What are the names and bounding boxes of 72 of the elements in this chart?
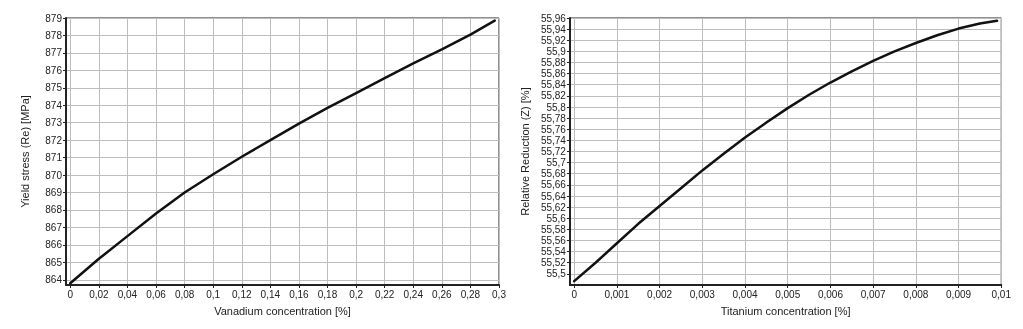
y-tick-label: 873 [45,117,63,129]
x-tick-label: 0,16 [289,288,310,300]
y-tick-label: 55,52 [540,257,567,269]
x-tick-label: 0,1 [206,288,221,300]
y-tick-label: 55,8 [546,101,567,113]
y-tick-label: 55,6 [546,212,567,224]
x-tick-label: 0,18 [317,288,338,300]
y-tick-label: 55,96 [540,12,567,24]
y-tick-label: 871 [45,152,63,164]
y-tick-label: 864 [45,274,63,286]
y-tick-label: 878 [45,29,63,41]
x-tick-label: 0,002 [647,288,673,300]
line-series [69,19,496,285]
y-tick-label: 55,82 [540,90,567,102]
y-tick-label: 867 [45,221,63,233]
x-tick-label: 0,24 [403,288,424,300]
x-tick-label: 0,003 [689,288,716,300]
x-tick-label: 0,006 [817,288,844,300]
x-tick-label: 0,26 [432,288,453,300]
x-tick-label: 0,01 [991,288,1012,300]
y-tick-label: 55,84 [540,79,567,91]
y-tick-label: 872 [45,134,63,146]
y-tick-label: 55,62 [540,201,567,213]
y-tick-label: 868 [45,204,63,216]
x-tick-label: 0,001 [604,288,630,300]
x-tick-label: 0 [67,288,74,300]
y-tick-label: 55,88 [540,57,567,68]
x-tick-label: 0,3 [492,288,507,300]
y-tick-label: 876 [45,64,63,76]
y-tick-label: 55,5 [546,268,567,280]
x-tick-label: 0,008 [903,288,929,300]
x-tick-label: 0,2 [349,288,364,300]
x-tick-label: 0,12 [232,288,252,300]
y-tick-label: 55,78 [540,112,567,124]
y-tick-label: 875 [45,82,63,94]
x-tick-label: 0,004 [732,288,758,300]
y-tick-label: 55,92 [540,34,567,46]
y-tick-label: 55,58 [540,223,567,235]
x-tick-label: 0,06 [146,288,167,300]
x-tick-label: 0,14 [260,288,281,300]
y-tick-label: 55,74 [540,134,567,146]
x-tick-label: 0,007 [860,288,887,300]
y-tick-label: 55,64 [540,190,567,202]
x-axis-title: Vanadium concentration [%] [214,304,351,317]
y-tick-label: 55,56 [540,235,567,246]
x-tick-label: 0,02 [89,288,110,300]
y-tick-label: 877 [45,47,63,59]
x-tick-label: 0,08 [174,288,195,300]
x-tick-label: 0,005 [775,288,801,300]
y-tick-label: 55,72 [540,146,567,157]
y-tick-label: 55,7 [546,157,567,169]
y-tick-label: 55,86 [540,68,567,80]
y-tick-label: 55,68 [540,168,567,180]
y-axis-title: Relative Reduction (Z) [%] [518,87,531,216]
y-axis-title: Yield stress (Re) [MPa] [18,95,31,208]
y-tick-label: 870 [45,169,63,181]
x-axis-title: Titanium concentration [%] [720,304,851,317]
y-tick-label: 865 [45,256,63,268]
x-tick-label: 0,04 [117,288,138,300]
x-tick-label: 0,009 [946,288,972,300]
y-tick-label: 55,54 [540,246,567,258]
y-tick-label: 874 [45,99,63,111]
y-tick-label: 866 [45,239,63,251]
x-tick-label: 0 [571,288,578,300]
y-tick-label: 869 [45,187,63,199]
y-tick-label: 55,94 [540,23,567,35]
y-tick-label: 55,66 [540,179,567,191]
x-tick-label: 0,28 [460,288,481,300]
y-tick-label: 879 [45,12,63,24]
y-tick-label: 55,76 [540,123,567,135]
x-tick-label: 0,22 [374,288,395,300]
y-tick-label: 55,9 [546,45,567,57]
